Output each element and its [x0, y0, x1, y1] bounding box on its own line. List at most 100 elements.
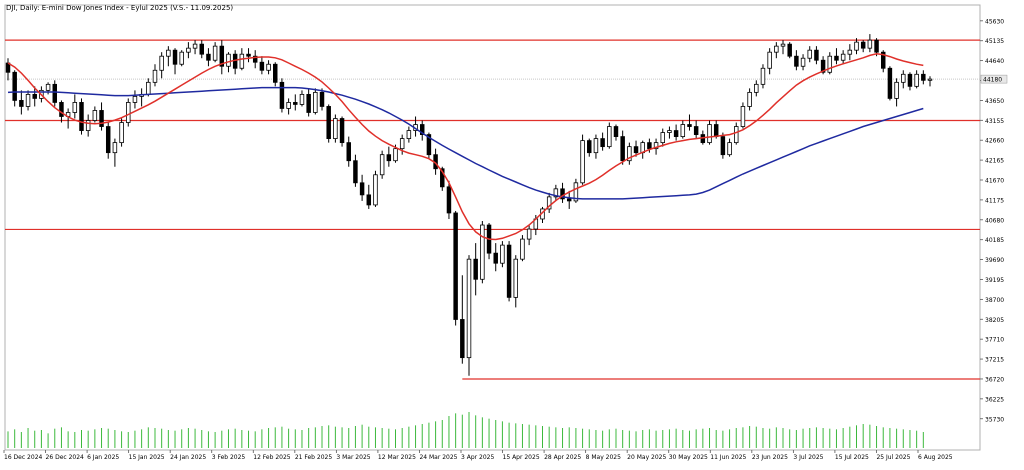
candle-body [713, 124, 719, 137]
candle-body [112, 142, 118, 154]
candle-body [787, 43, 792, 57]
candle-body [854, 41, 859, 51]
candle-body [52, 83, 58, 103]
candle-body [760, 67, 766, 85]
candle-body [379, 154, 385, 176]
candle-body [800, 57, 806, 67]
candle-body [740, 106, 746, 127]
candle-body [620, 136, 625, 162]
moving-averages [7, 53, 924, 241]
candle-body [212, 45, 218, 61]
date-tick-label: 24 Jan 2025 [170, 454, 206, 461]
candle-body [219, 45, 225, 67]
candle-body [727, 142, 732, 156]
candle-body [179, 51, 184, 65]
candle-body [266, 63, 271, 71]
price-tick-label: 38700 [985, 297, 1004, 304]
candle-body [673, 130, 679, 137]
candle-body [453, 212, 458, 320]
candle-body [820, 59, 826, 73]
candle-body [680, 124, 686, 137]
candle-body [566, 198, 572, 202]
candle-body [553, 188, 559, 198]
candle-body [293, 102, 298, 105]
date-tick-label: 20 May 2025 [627, 454, 666, 461]
candle-body [446, 186, 452, 214]
candle-body [279, 81, 285, 109]
date-tick-label: 15 Apr 2025 [503, 454, 540, 461]
price-tick-label: 37710 [985, 337, 1004, 344]
candle-body [921, 73, 926, 81]
candle-body [774, 45, 779, 53]
candle-body [814, 49, 819, 61]
candle-body [520, 238, 525, 260]
ma-fast-line [7, 53, 924, 241]
candle-body [707, 124, 712, 144]
candle-body [399, 138, 405, 150]
candle-body [894, 81, 899, 99]
candle-body [613, 126, 619, 137]
date-tick-label: 3 Apr 2025 [461, 454, 494, 461]
candle-body [32, 93, 37, 99]
price-tick-label: 37215 [985, 357, 1004, 364]
candle-body [85, 120, 91, 131]
candle-body [593, 138, 599, 154]
candle-body [460, 319, 465, 359]
candle-body [473, 258, 478, 280]
candle-body [627, 146, 632, 162]
date-tick-label: 23 Jun 2025 [752, 454, 788, 461]
candle-body [105, 126, 111, 154]
candle-body [206, 53, 211, 61]
candle-body [526, 228, 532, 240]
candle-body [319, 91, 325, 107]
plot-area [4, 4, 981, 451]
candle-body [647, 142, 652, 150]
candle-body [45, 83, 51, 91]
price-tick-label: 40185 [985, 237, 1004, 244]
candle-body [239, 53, 245, 69]
candle-body [827, 55, 833, 73]
candle-body [927, 78, 933, 81]
price-tick-label: 43155 [985, 118, 1004, 125]
ma-slow-line [7, 86, 924, 200]
candle-body [587, 140, 592, 154]
candle-body [286, 102, 291, 109]
date-tick-label: 6 Jan 2025 [87, 454, 119, 461]
candle-body [346, 142, 351, 162]
price-tick-label: 43650 [985, 98, 1004, 105]
candle-body [246, 53, 251, 57]
date-tick-label: 12 Mar 2025 [378, 454, 416, 461]
price-axis: 4563045135446404414543650431554266042165… [980, 18, 1008, 423]
date-tick-label: 15 Jul 2025 [835, 454, 869, 461]
candle-body [887, 67, 893, 99]
date-tick-label: 3 Mar 2025 [336, 454, 370, 461]
price-tick-label: 45630 [985, 18, 1004, 25]
candle-body [166, 49, 171, 57]
candle-body [25, 93, 31, 107]
candle-body [500, 244, 505, 264]
candle-body [633, 146, 639, 154]
date-tick-label: 21 Feb 2025 [295, 454, 333, 461]
date-tick-label: 3 Feb 2025 [212, 454, 246, 461]
candle-body [754, 83, 759, 93]
candle-body [172, 49, 178, 65]
candle-body [152, 69, 158, 83]
candle-body [373, 174, 378, 206]
candle-body [132, 95, 138, 103]
date-tick-label: 26 Dec 2024 [46, 454, 85, 461]
candle-body [366, 194, 372, 206]
price-tick-label: 38205 [985, 317, 1004, 324]
candle-body [580, 140, 585, 184]
candle-body [119, 122, 124, 144]
candle-body [440, 168, 445, 188]
date-tick-label: 28 Apr 2025 [544, 454, 581, 461]
price-tick-label: 39195 [985, 277, 1004, 284]
candle-body [393, 148, 398, 162]
date-tick-label: 8 May 2025 [586, 454, 621, 461]
candle-body [192, 43, 198, 49]
candle-body [466, 258, 472, 359]
price-tick-label: 42165 [985, 158, 1004, 165]
candle-body [901, 73, 906, 83]
